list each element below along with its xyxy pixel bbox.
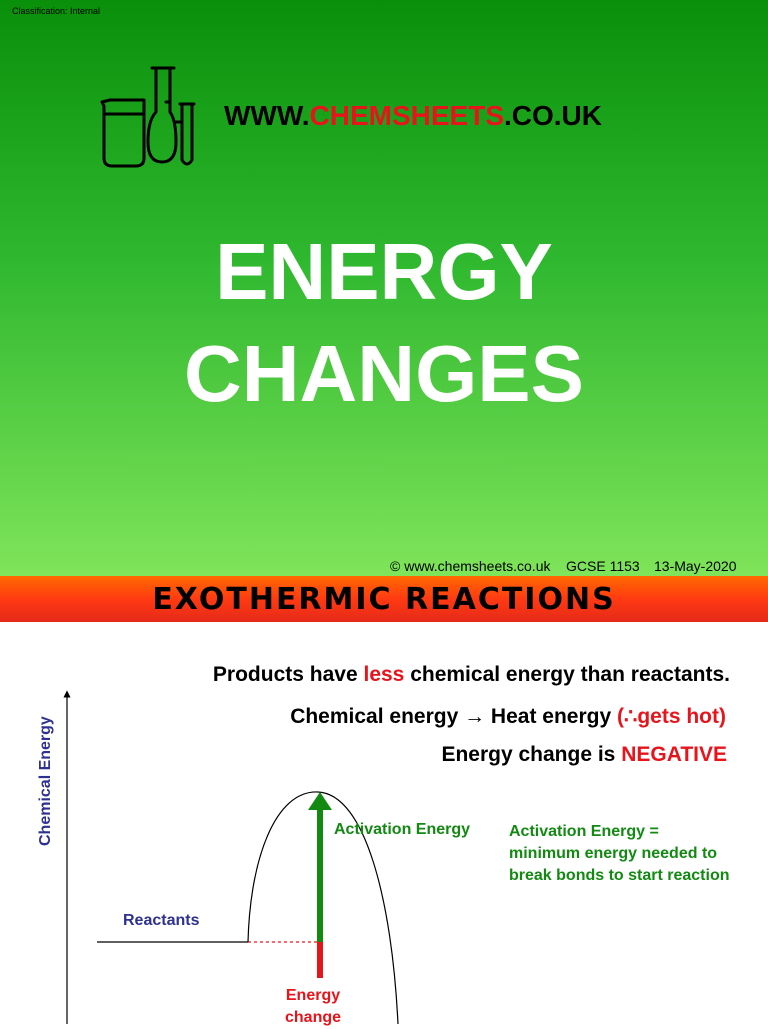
statement-highlight: less [363, 663, 405, 686]
slide-title: EXOTHERMIC REACTIONS [152, 582, 616, 617]
site-suffix: .CO.UK [504, 100, 602, 131]
statement-text: chemical energy than reactants. [404, 663, 730, 686]
energy-curve [247, 791, 399, 1024]
statement-highlight: NEGATIVE [621, 743, 727, 766]
site-brand: CHEMSHEETS [309, 100, 504, 131]
energy-profile-diagram [63, 690, 399, 1024]
statement-heat: Chemical energy → Heat energy (∴gets hot… [290, 704, 726, 729]
statement-text: Products have [212, 663, 364, 686]
definition-line: break bonds to start reaction [509, 867, 730, 884]
classification-label: Classification: Internal [12, 6, 101, 16]
y-axis-label-container: Chemical Energy [37, 716, 54, 846]
activation-arrow-head [308, 792, 332, 810]
statement-text: Chemical energy → Heat energy [290, 705, 617, 728]
title-line-1: ENERGY [215, 227, 553, 316]
energy-change-line: change [285, 1009, 342, 1026]
activation-energy-label: Activation Energy [334, 821, 471, 838]
energy-change-line: Energy [285, 987, 341, 1004]
definition-line: Activation Energy = [509, 823, 659, 840]
website-heading: WWW.CHEMSHEETS.CO.UK [224, 100, 602, 132]
y-axis-label: Chemical Energy [37, 716, 54, 846]
reactants-label: Reactants [123, 912, 200, 929]
title-line-2: CHANGES [183, 329, 585, 418]
energy-change-label: Energy change [285, 985, 341, 1029]
lab-glassware-icon [100, 66, 196, 168]
footer-code: GCSE 1153 [566, 558, 640, 574]
title-slide: Classification: Internal WWW.CHEMSHEETS.… [0, 0, 768, 576]
statement-highlight: (∴gets hot) [616, 705, 726, 728]
slide-banner: EXOTHERMIC REACTIONS [0, 576, 768, 622]
statement-negative: Energy change is NEGATIVE [441, 743, 727, 767]
activation-energy-definition: Activation Energy = minimum energy neede… [509, 821, 730, 887]
site-prefix: WWW. [224, 100, 310, 131]
footer-copyright: © www.chemsheets.co.uk [390, 558, 551, 574]
statement-text: Energy change is [441, 743, 622, 766]
definition-line: minimum energy needed to [509, 845, 718, 862]
statement-products: Products have less chemical energy than … [213, 663, 730, 687]
footer-date: 13-May-2020 [654, 558, 737, 574]
